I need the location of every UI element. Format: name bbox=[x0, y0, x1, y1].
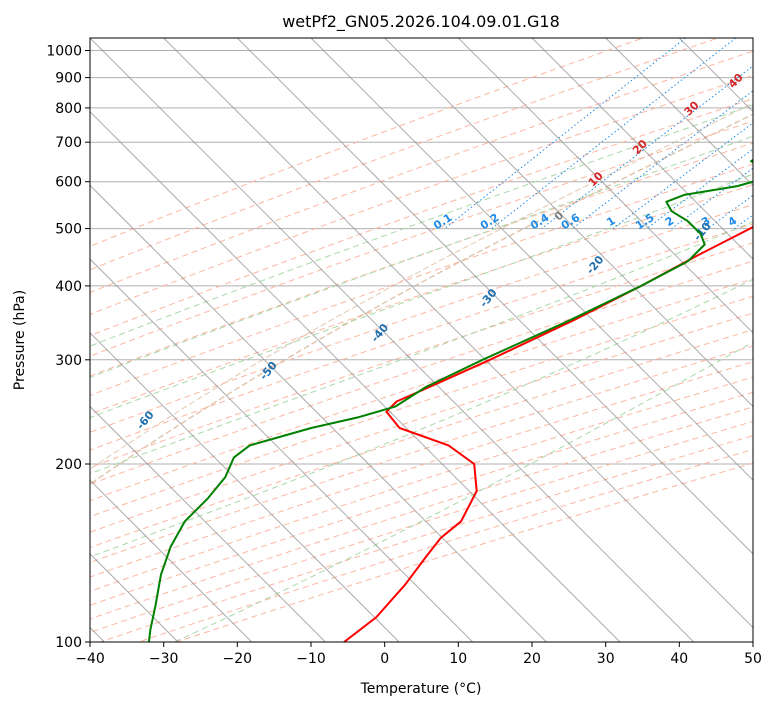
dry-adiabat bbox=[90, 74, 753, 315]
y-axis-ticks: 1000 900 800 700 600 500 400 300 200 100 bbox=[46, 44, 90, 651]
chart-title: wetPf2_GN05.2026.104.09.01.G18 bbox=[282, 12, 560, 32]
x-tick-label: 30 bbox=[597, 651, 615, 667]
y-axis-label: Pressure (hPa) bbox=[12, 290, 28, 390]
mixing-ratio-line bbox=[541, 65, 753, 229]
x-tick-label: 50 bbox=[744, 651, 762, 667]
isotherm bbox=[310, 38, 753, 481]
background-curves bbox=[90, 102, 753, 485]
dry-adiabat bbox=[90, 142, 753, 377]
isotherm bbox=[90, 111, 621, 642]
dry-adiabat bbox=[90, 260, 753, 485]
y-tick-label: 200 bbox=[55, 457, 82, 473]
isotherm bbox=[90, 184, 547, 642]
isotherm bbox=[384, 38, 753, 408]
isotherm bbox=[531, 38, 753, 260]
isotherms bbox=[90, 38, 753, 642]
x-tick-label: −10 bbox=[296, 651, 326, 667]
dry-adiabat bbox=[90, 98, 753, 337]
y-tick-label: 700 bbox=[55, 135, 82, 151]
y-tick-label: 800 bbox=[55, 101, 82, 117]
background-curve bbox=[90, 102, 753, 470]
plot-area: 0.10.20.40.611.52346810131620253036-100-… bbox=[90, 38, 753, 642]
isotherm bbox=[90, 332, 400, 642]
x-tick-label: 40 bbox=[670, 651, 688, 667]
temperature-line bbox=[343, 225, 753, 642]
dry-adiabat bbox=[90, 38, 645, 247]
dry-adiabat bbox=[90, 120, 753, 357]
moist-adiabat bbox=[90, 278, 753, 558]
dry-adiabat bbox=[90, 295, 753, 518]
y-tick-label: 600 bbox=[55, 175, 82, 191]
isotherm bbox=[163, 38, 753, 629]
y-tick-label: 400 bbox=[55, 279, 82, 295]
x-axis-ticks: −40 −30 −20 −10 0 10 20 30 40 50 bbox=[75, 642, 762, 667]
mixing-ratio-lines bbox=[444, 38, 753, 230]
isotherm bbox=[605, 38, 753, 187]
y-tick-label: 900 bbox=[55, 71, 82, 87]
x-tick-label: −40 bbox=[75, 651, 105, 667]
dry-adiabat bbox=[90, 376, 753, 592]
isotherm bbox=[90, 479, 253, 642]
x-tick-label: 10 bbox=[449, 651, 467, 667]
dry-adiabat bbox=[90, 204, 753, 433]
y-tick-label: 300 bbox=[55, 353, 82, 369]
pressure-gridlines bbox=[90, 50, 753, 642]
isotherm bbox=[457, 38, 753, 334]
mixing-ratio-line bbox=[491, 38, 737, 229]
isotherm bbox=[90, 258, 474, 642]
dry-adiabat bbox=[90, 242, 753, 468]
x-axis-label: Temperature (°C) bbox=[360, 681, 482, 697]
isotherm bbox=[236, 38, 753, 555]
plot-frame bbox=[89, 37, 754, 643]
x-tick-label: −20 bbox=[223, 651, 253, 667]
y-tick-label: 500 bbox=[55, 222, 82, 238]
y-tick-label: 100 bbox=[55, 635, 82, 651]
x-tick-label: −30 bbox=[149, 651, 179, 667]
dry-adiabat bbox=[90, 312, 753, 533]
dry-adiabat bbox=[90, 50, 753, 294]
mixing-ratio-line bbox=[444, 38, 687, 229]
x-tick-label: 20 bbox=[523, 651, 541, 667]
dry-adiabat bbox=[90, 345, 753, 563]
dewpoint-line bbox=[147, 158, 753, 642]
dry-adiabats bbox=[90, 38, 753, 642]
x-tick-label: 0 bbox=[380, 651, 389, 667]
background-curve bbox=[90, 113, 753, 485]
isotherm bbox=[90, 38, 695, 642]
sounding-series bbox=[147, 158, 753, 642]
mixing-ratio-line bbox=[612, 122, 753, 229]
dry-adiabat bbox=[90, 391, 753, 606]
isotherm bbox=[90, 405, 326, 642]
y-tick-label: 1000 bbox=[46, 44, 82, 60]
